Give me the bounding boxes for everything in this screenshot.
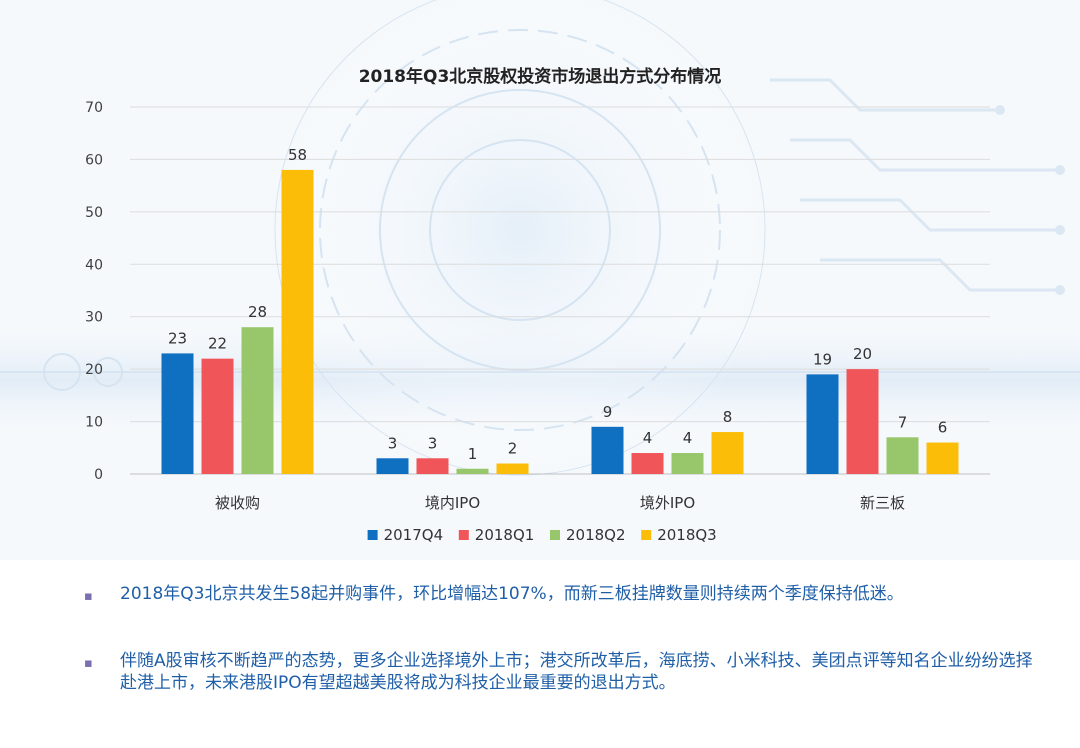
y-tick-label: 60 — [85, 152, 103, 168]
bar — [806, 374, 839, 474]
bullet-item: ▪ 伴随A股审核不断趋严的态势，更多企业选择境外上市；港交所改革后，海底捞、小米… — [84, 650, 1044, 694]
bullet-marker-icon: ▪ — [84, 656, 93, 671]
data-label: 3 — [428, 434, 438, 452]
data-label: 6 — [938, 419, 948, 437]
data-label: 22 — [208, 335, 227, 353]
bar — [161, 353, 194, 474]
legend-label: 2017Q4 — [384, 526, 444, 544]
bullet-marker-icon: ▪ — [84, 589, 93, 604]
data-label: 58 — [288, 146, 307, 164]
data-label: 3 — [388, 434, 398, 452]
data-label: 8 — [723, 408, 733, 426]
bar — [281, 169, 314, 474]
x-tick-label: 境内IPO — [425, 494, 480, 512]
bar-chart: 0 10 20 30 40 50 60 70 23 22 28 58 被收购 3 3 1 2 境内IPO 9 4 4 8 境… — [85, 100, 990, 544]
data-label: 20 — [853, 345, 872, 363]
chart-title: 2018年Q3北京股权投资市场退出方式分布情况 — [358, 67, 722, 87]
x-tick-label: 新三板 — [860, 494, 905, 512]
bullet-text: 2018年Q3北京共发生58起并购事件，环比增幅达107%，而新三板挂牌数量则持… — [120, 584, 904, 604]
bar — [241, 327, 274, 474]
bar — [846, 369, 879, 474]
legend-swatch — [458, 530, 469, 540]
data-label: 1 — [468, 445, 478, 463]
data-label: 2 — [508, 440, 518, 458]
y-tick-label: 20 — [85, 362, 103, 378]
y-tick-label: 70 — [85, 100, 103, 116]
legend-label: 2018Q3 — [657, 526, 717, 544]
y-tick-label: 30 — [85, 310, 103, 326]
data-label: 23 — [168, 329, 187, 347]
data-label: 4 — [643, 429, 653, 447]
bar — [376, 458, 409, 474]
data-label: 4 — [683, 429, 693, 447]
bar — [201, 358, 234, 474]
bar — [631, 453, 664, 474]
bar — [416, 458, 449, 474]
legend-label: 2018Q2 — [566, 526, 626, 544]
legend-swatch — [550, 530, 560, 540]
bullet-text: 伴随A股审核不断趋严的态势，更多企业选择境外上市；港交所改革后，海底捞、小米科技… — [120, 651, 1033, 693]
bar — [711, 432, 744, 474]
data-label: 19 — [813, 350, 832, 368]
legend-swatch — [367, 530, 378, 540]
bar — [926, 442, 959, 474]
bullet-item: ▪ 2018年Q3北京共发生58起并购事件，环比增幅达107%，而新三板挂牌数量… — [84, 583, 1044, 605]
bar — [496, 463, 529, 474]
bar — [886, 437, 919, 474]
bar — [456, 468, 489, 474]
y-tick-label: 50 — [85, 205, 103, 221]
legend-swatch — [641, 530, 652, 540]
data-label: 28 — [248, 303, 267, 321]
legend-label: 2018Q1 — [475, 526, 535, 544]
y-tick-label: 10 — [85, 415, 103, 431]
data-label: 7 — [898, 413, 908, 431]
y-tick-label: 40 — [85, 257, 103, 273]
y-tick-label: 0 — [94, 467, 103, 483]
bar — [671, 453, 704, 474]
bar — [591, 426, 624, 474]
x-tick-label: 境外IPO — [640, 494, 695, 512]
data-label: 9 — [603, 403, 613, 421]
x-tick-label: 被收购 — [215, 494, 260, 512]
